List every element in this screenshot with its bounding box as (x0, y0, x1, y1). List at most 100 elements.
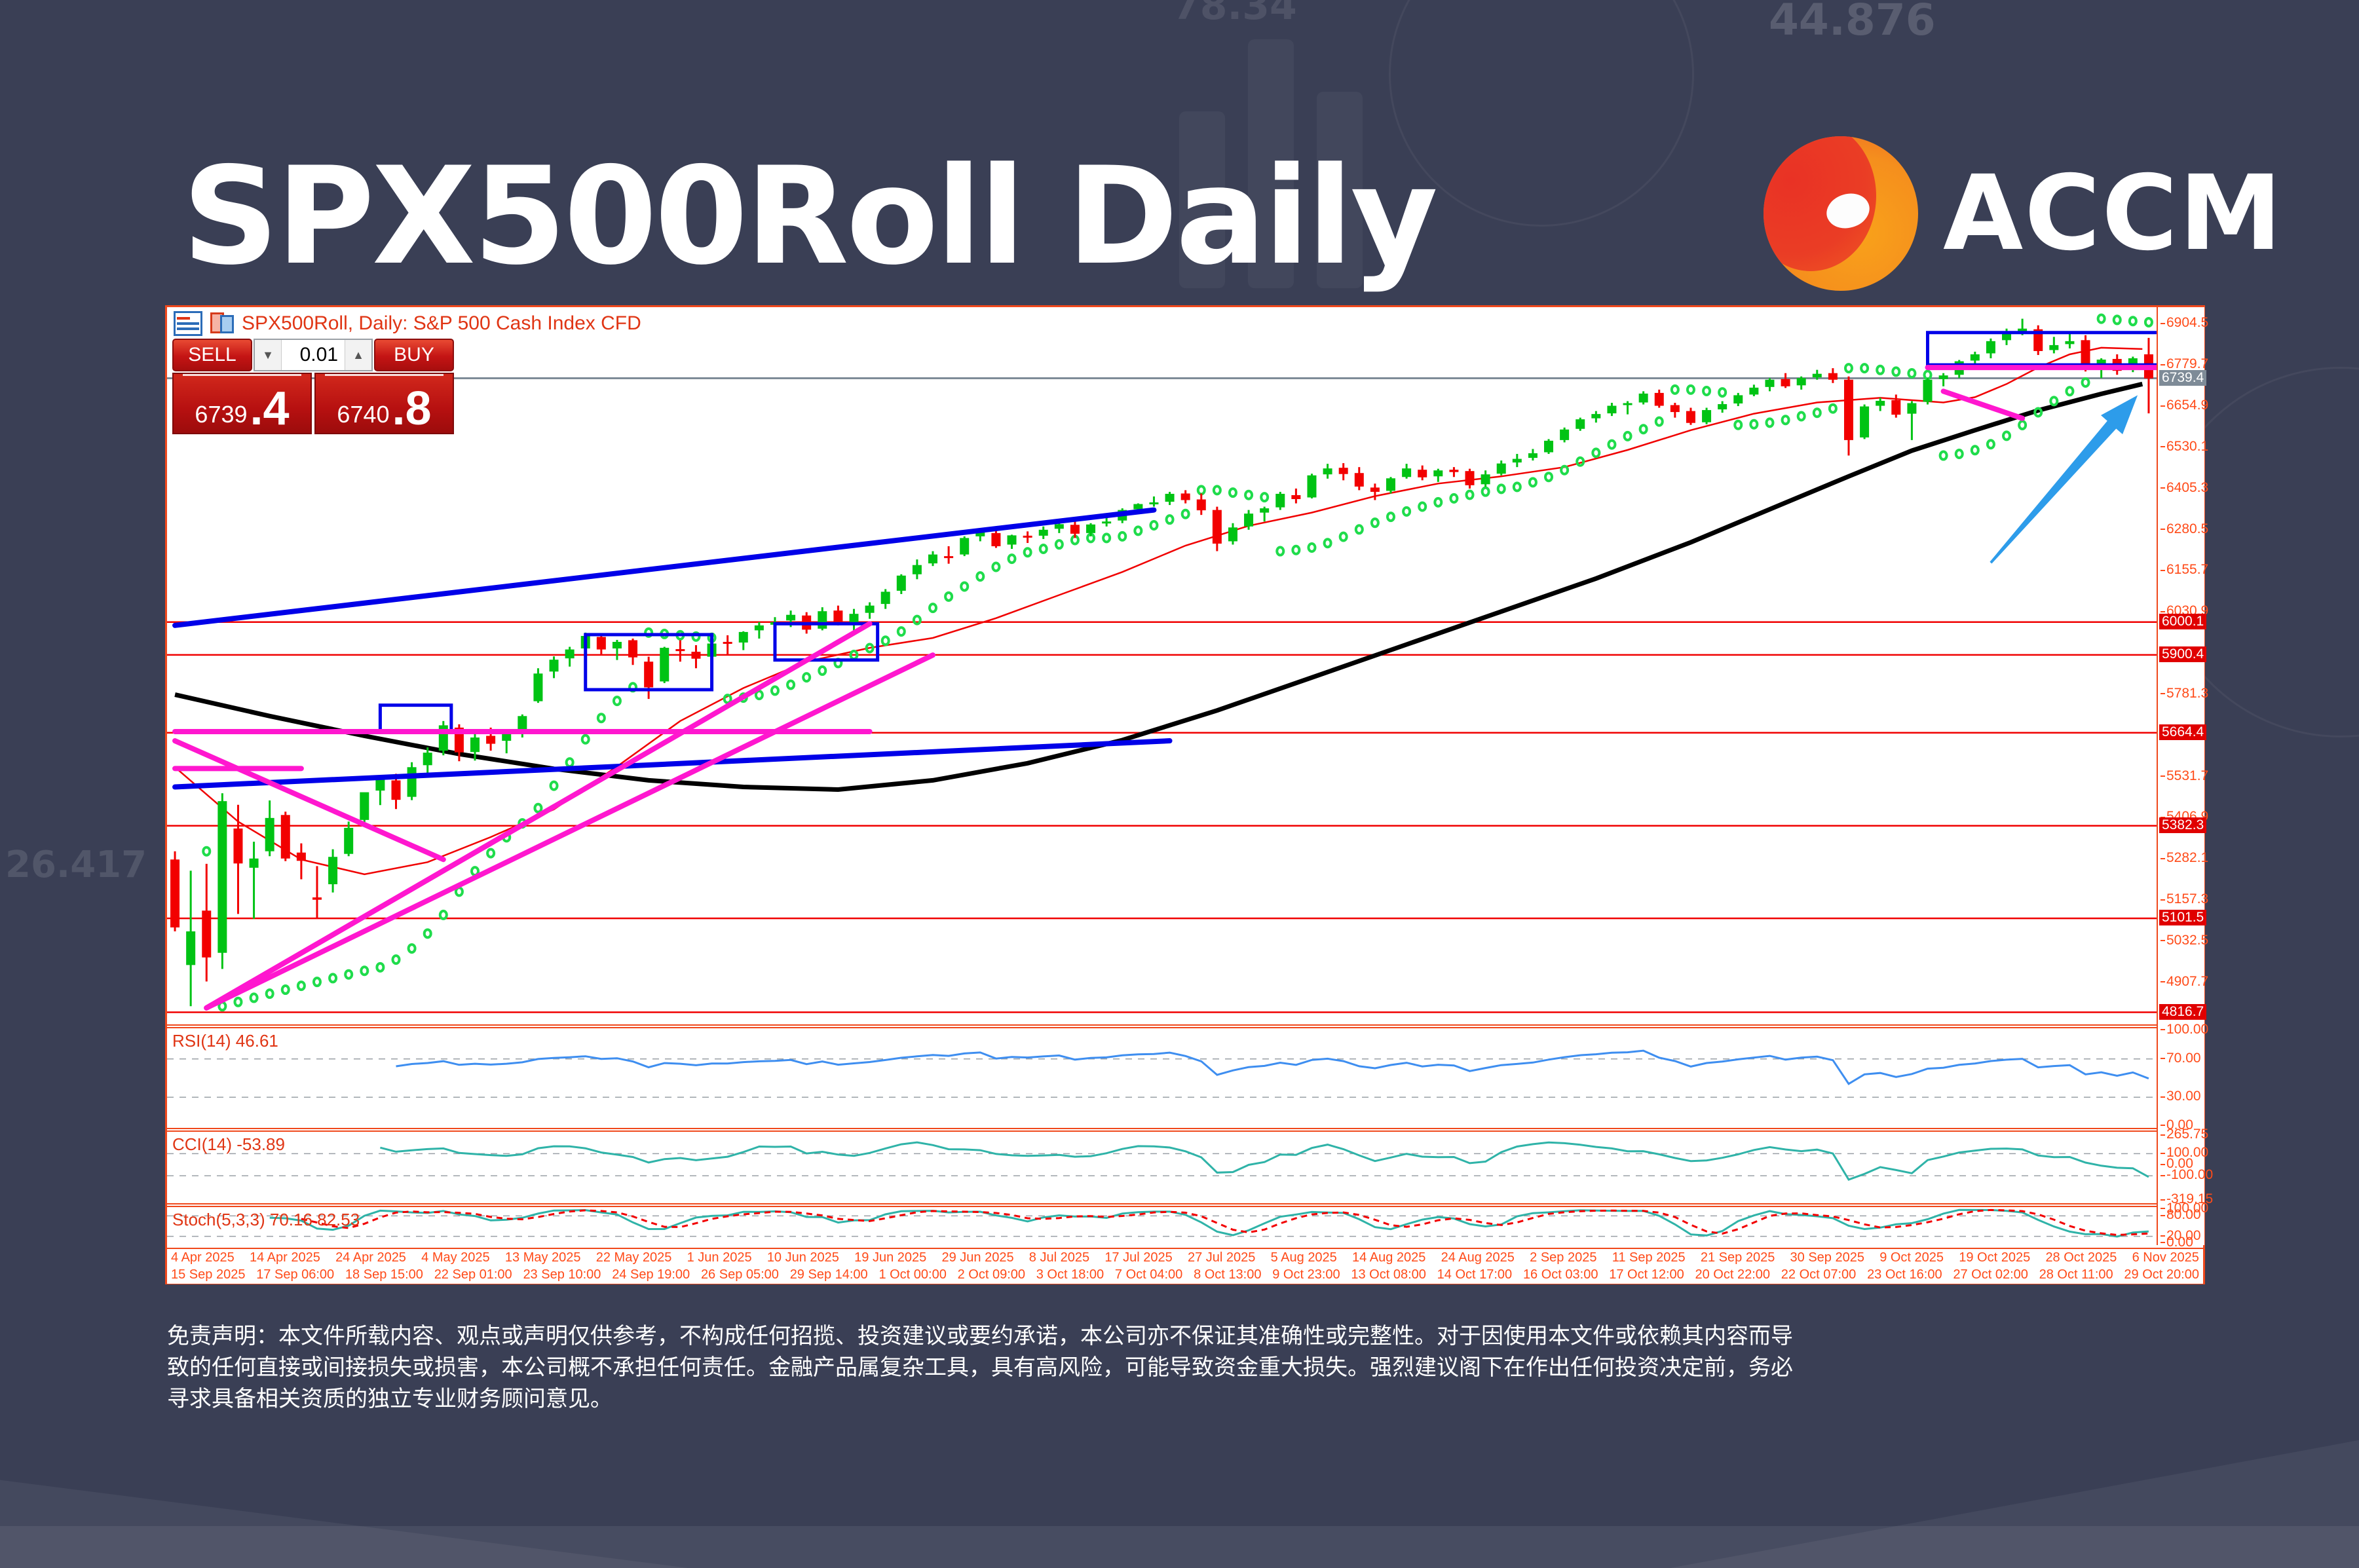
date-label: 13 May 2025 (504, 1250, 581, 1265)
date-label: 9 Oct 23:00 (1272, 1267, 1340, 1282)
current-price-badge: 6739.4 (2159, 369, 2207, 386)
date-label: 4 May 2025 (421, 1250, 490, 1265)
price-axis[interactable]: 6904.5 6779.7 6654.9 6530.1 6405.3 6280.5 6155… (2157, 307, 2213, 1250)
date-label: 6 Nov 2025 (2132, 1250, 2199, 1265)
date-label: 19 Jun 2025 (854, 1250, 927, 1265)
date-row-intraday: 15 Sep 2025 17 Sep 06:00 18 Sep 15:00 22 Se… (171, 1267, 2199, 1282)
volume-decrease-button[interactable]: ▼ (255, 340, 282, 370)
disclaimer-text: 免责声明：本文件所载内容、观点或声明仅供参考，不构成任何招揽、投资建议或要约承诺… (167, 1320, 2211, 1415)
background-watermark-number: 26.417 (5, 844, 147, 886)
time-axis[interactable]: 4 Apr 2025 14 Apr 2025 24 Apr 2025 4 May 20… (167, 1248, 2203, 1284)
page-title: SPX500Roll Daily (182, 139, 1438, 295)
stoch-label: Stoch(5,3,3) 70.16 82.53 (172, 1210, 360, 1229)
price-tick: 6904.5 (2161, 315, 2208, 331)
date-label: 19 Oct 2025 (1959, 1250, 2031, 1265)
date-label: 30 Sep 2025 (1790, 1250, 1864, 1265)
price-tick: 6779.7 (2161, 356, 2208, 372)
pane-separator[interactable] (167, 1203, 2203, 1207)
date-label: 1 Oct 00:00 (878, 1267, 947, 1282)
background-watermark-number: 78.34 (1173, 0, 1297, 29)
sell-price-int: 6739 (195, 401, 248, 428)
date-label: 18 Sep 15:00 (345, 1267, 423, 1282)
sell-button[interactable]: SELL (172, 339, 252, 371)
buy-price-frac: .8 (392, 382, 432, 435)
date-label: 3 Oct 18:00 (1036, 1267, 1104, 1282)
chart-shift-icon[interactable] (210, 312, 234, 333)
date-label: 22 Sep 01:00 (434, 1267, 512, 1282)
main-price-canvas[interactable] (167, 307, 2157, 1024)
indicator-tick: 30.00 (2161, 1089, 2201, 1104)
disclaimer-line: 寻求具备相关资质的独立专业财务顾问意见。 (167, 1387, 613, 1411)
price-tick: 6280.5 (2161, 521, 2208, 537)
date-label: 17 Oct 12:00 (1609, 1267, 1684, 1282)
indicator-tick: 100.00 (2161, 1022, 2208, 1037)
price-tick: 6155.7 (2161, 562, 2208, 578)
cci-label: CCI(14) -53.89 (172, 1134, 285, 1154)
date-label: 24 Apr 2025 (335, 1250, 406, 1265)
indicator-tick: -100.00 (2161, 1167, 2213, 1183)
stoch-canvas[interactable] (167, 1207, 2157, 1245)
date-label: 14 Apr 2025 (249, 1250, 320, 1265)
volume-increase-button[interactable]: ▲ (345, 340, 371, 370)
date-label: 24 Aug 2025 (1441, 1250, 1515, 1265)
price-level-badge: 5900.4 (2159, 646, 2207, 662)
date-label: 23 Sep 10:00 (523, 1267, 601, 1282)
date-label: 26 Sep 05:00 (700, 1267, 779, 1282)
date-label: 14 Oct 17:00 (1437, 1267, 1513, 1282)
date-label: 28 Oct 2025 (2045, 1250, 2117, 1265)
date-label: 29 Oct 20:00 (2124, 1267, 2199, 1282)
date-row-daily: 4 Apr 2025 14 Apr 2025 24 Apr 2025 4 May 20… (171, 1250, 2199, 1265)
rsi-canvas[interactable] (167, 1028, 2157, 1128)
rsi-label: RSI(14) 46.61 (172, 1031, 278, 1051)
quotes-list-icon[interactable] (174, 311, 202, 336)
disclaimer-line: 免责声明：本文件所载内容、观点或声明仅供参考，不构成任何招揽、投资建议或要约承诺… (167, 1324, 1793, 1349)
date-label: 10 Jun 2025 (766, 1250, 839, 1265)
date-label: 7 Oct 04:00 (1114, 1267, 1183, 1282)
brand-name: ACCM (1943, 153, 2284, 274)
date-label: 20 Oct 22:00 (1695, 1267, 1771, 1282)
price-tick: 5531.7 (2161, 768, 2208, 784)
price-level-badge: 5664.4 (2159, 724, 2207, 740)
date-label: 8 Oct 13:00 (1194, 1267, 1262, 1282)
brand-logo: ACCM (1764, 136, 2283, 291)
date-label: 13 Oct 08:00 (1351, 1267, 1426, 1282)
date-label: 27 Jul 2025 (1187, 1250, 1256, 1265)
date-label: 15 Sep 2025 (171, 1267, 246, 1282)
buy-button[interactable]: BUY (374, 339, 454, 371)
price-tick: 5157.3 (2161, 891, 2208, 907)
date-label: 16 Oct 03:00 (1522, 1267, 1598, 1282)
chart-window: SPX500Roll, Daily: S&P 500 Cash Index CF… (165, 305, 2213, 1284)
accm-flame-icon (1764, 136, 1918, 291)
date-label: 14 Aug 2025 (1352, 1250, 1426, 1265)
one-click-trade-panel: SELL ▼ 0.01 ▲ BUY 6739 .4 6740 .8 (172, 339, 454, 434)
buy-price-int: 6740 (337, 401, 390, 428)
pane-separator[interactable] (167, 1128, 2203, 1132)
buy-price-tile[interactable]: 6740 .8 (314, 373, 454, 434)
date-label: 4 Apr 2025 (171, 1250, 235, 1265)
indicator-tick: 70.00 (2161, 1051, 2201, 1066)
chart-header: SPX500Roll, Daily: S&P 500 Cash Index CF… (174, 311, 641, 336)
sell-price-tile[interactable]: 6739 .4 (172, 373, 312, 434)
date-label: 17 Jul 2025 (1104, 1250, 1173, 1265)
disclaimer-line: 致的任何直接或间接损失或损害，本公司概不承担任何责任。金融产品属复杂工具，具有高… (167, 1355, 1793, 1380)
date-label: 29 Jun 2025 (941, 1250, 1014, 1265)
price-level-badge: 5101.5 (2159, 910, 2207, 926)
volume-input[interactable]: 0.01 (299, 344, 338, 365)
indicator-tick: 80.00 (2161, 1207, 2201, 1223)
volume-spinner: ▼ 0.01 ▲ (254, 339, 373, 371)
date-label: 9 Oct 2025 (1879, 1250, 1944, 1265)
cci-canvas[interactable] (167, 1132, 2157, 1203)
background-watermark-number: 44.876 (1769, 0, 1936, 45)
symbol-title: SPX500Roll, Daily: S&P 500 Cash Index CF… (242, 312, 641, 334)
date-label: 5 Aug 2025 (1270, 1250, 1337, 1265)
price-level-badge: 6000.1 (2159, 613, 2207, 629)
date-label: 29 Sep 14:00 (789, 1267, 868, 1282)
indicator-tick: 265.75 (2161, 1127, 2208, 1142)
date-label: 24 Sep 19:00 (612, 1267, 690, 1282)
plot-stack (167, 307, 2203, 1282)
date-label: 28 Oct 11:00 (2039, 1267, 2113, 1282)
date-label: 21 Sep 2025 (1700, 1250, 1775, 1265)
indicator-tick: 0.00 (2161, 1235, 2193, 1250)
pane-separator[interactable] (167, 1024, 2203, 1028)
price-level-badge: 5382.3 (2159, 817, 2207, 833)
